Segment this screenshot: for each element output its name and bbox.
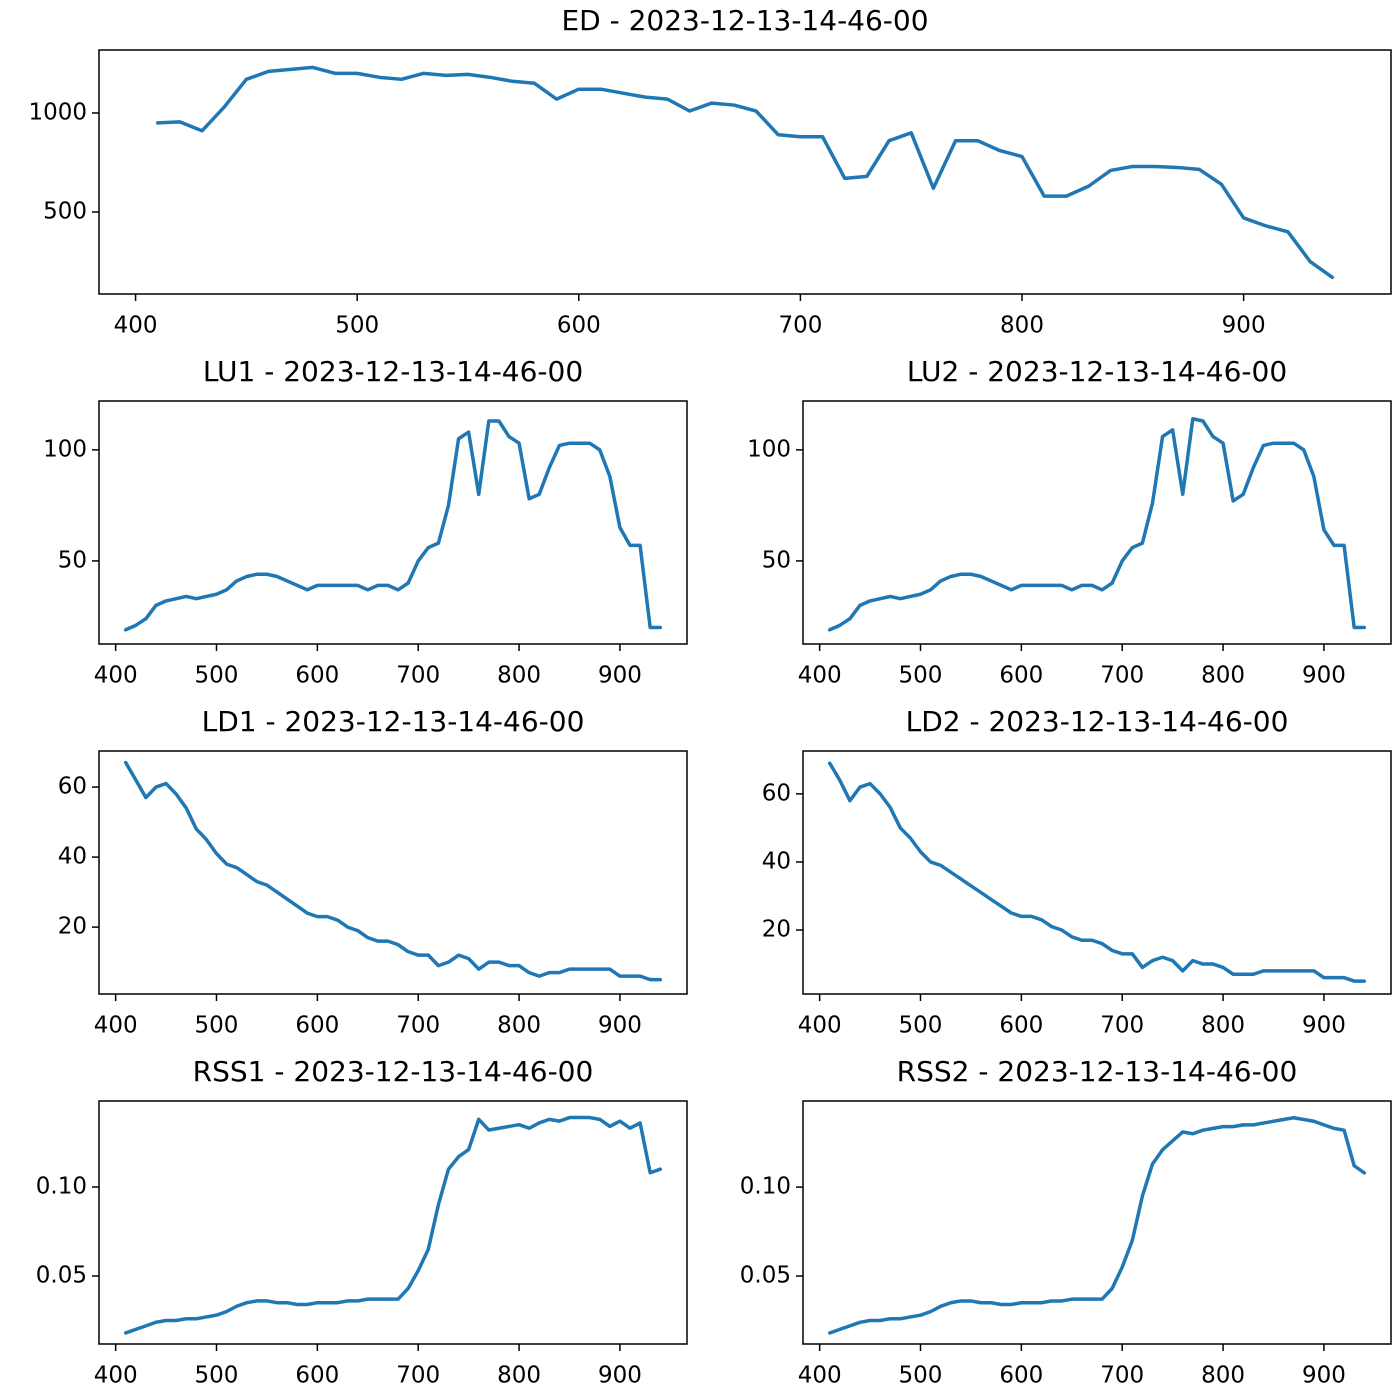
- x-tick-label: 700: [1100, 663, 1144, 689]
- x-tick-label: 600: [999, 663, 1043, 689]
- x-tick-label: 800: [1000, 313, 1044, 339]
- x-tick-label: 700: [396, 1013, 440, 1039]
- x-tick-label: 400: [94, 663, 138, 689]
- y-tick-label: 20: [762, 917, 791, 943]
- chart-title: LU1 - 2023-12-13-14-46-00: [203, 355, 583, 388]
- x-tick-label: 400: [94, 1013, 138, 1039]
- y-tick-label: 50: [58, 547, 87, 573]
- y-tick-label: 60: [58, 774, 87, 800]
- y-tick-label: 500: [43, 199, 87, 225]
- x-tick-label: 400: [798, 1013, 842, 1039]
- chart-title: LD2 - 2023-12-13-14-46-00: [906, 705, 1289, 738]
- x-tick-label: 600: [999, 1013, 1043, 1039]
- y-tick-label: 50: [762, 547, 791, 573]
- x-tick-label: 400: [798, 663, 842, 689]
- axes-frame: [98, 400, 688, 645]
- x-tick-label: 600: [295, 1013, 339, 1039]
- data-line: [123, 760, 663, 982]
- x-tick-label: 800: [1201, 1013, 1245, 1039]
- y-tick-label: 0.05: [36, 1262, 87, 1288]
- x-tick-label: 800: [497, 1363, 541, 1389]
- x-tick-label: 400: [798, 1363, 842, 1389]
- x-tick-label: 900: [598, 663, 642, 689]
- chart-title: LU2 - 2023-12-13-14-46-00: [907, 355, 1287, 388]
- data-line: [827, 1115, 1367, 1335]
- x-tick-label: 500: [195, 1013, 239, 1039]
- x-tick-label: 700: [778, 313, 822, 339]
- data-line: [123, 419, 663, 632]
- x-tick-label: 800: [1201, 663, 1245, 689]
- x-tick-label: 600: [999, 1363, 1043, 1389]
- y-tick-label: 100: [747, 436, 791, 462]
- x-tick-label: 600: [557, 313, 601, 339]
- x-tick-label: 900: [598, 1013, 642, 1039]
- chart-title: RSS2 - 2023-12-13-14-46-00: [897, 1055, 1298, 1088]
- axes-frame: [98, 49, 1392, 295]
- x-tick-label: 500: [335, 313, 379, 339]
- x-tick-label: 600: [295, 1363, 339, 1389]
- chart-title: LD1 - 2023-12-13-14-46-00: [202, 705, 585, 738]
- data-line: [155, 65, 1335, 280]
- y-tick-label: 60: [762, 780, 791, 806]
- y-tick-label: 0.05: [740, 1263, 791, 1289]
- y-tick-label: 40: [762, 848, 791, 874]
- x-tick-label: 700: [396, 663, 440, 689]
- x-tick-label: 500: [195, 1363, 239, 1389]
- data-line: [827, 761, 1367, 983]
- data-line: [123, 1115, 663, 1335]
- y-tick-label: 0.10: [740, 1174, 791, 1200]
- x-tick-label: 400: [94, 1363, 138, 1389]
- y-tick-label: 100: [43, 436, 87, 462]
- x-tick-label: 700: [1100, 1013, 1144, 1039]
- x-tick-label: 700: [1100, 1363, 1144, 1389]
- x-tick-label: 900: [1222, 313, 1266, 339]
- x-tick-label: 800: [497, 1013, 541, 1039]
- x-tick-label: 700: [396, 1363, 440, 1389]
- chart-title: ED - 2023-12-13-14-46-00: [561, 4, 928, 37]
- y-tick-label: 40: [58, 844, 87, 870]
- axes-frame: [98, 1100, 688, 1345]
- axes-frame: [802, 400, 1392, 645]
- x-tick-label: 800: [497, 663, 541, 689]
- axes-frame: [802, 750, 1392, 995]
- axes-frame: [802, 1100, 1392, 1345]
- x-tick-label: 900: [1302, 1363, 1346, 1389]
- x-tick-label: 500: [899, 663, 943, 689]
- data-line: [827, 417, 1367, 632]
- y-tick-label: 20: [58, 914, 87, 940]
- x-tick-label: 900: [1302, 1013, 1346, 1039]
- x-tick-label: 600: [295, 663, 339, 689]
- axes-frame: [98, 750, 688, 995]
- y-tick-label: 0.10: [36, 1173, 87, 1199]
- x-tick-label: 500: [899, 1013, 943, 1039]
- chart-title: RSS1 - 2023-12-13-14-46-00: [193, 1055, 594, 1088]
- x-tick-label: 400: [114, 313, 158, 339]
- x-tick-label: 500: [195, 663, 239, 689]
- x-tick-label: 800: [1201, 1363, 1245, 1389]
- x-tick-label: 900: [1302, 663, 1346, 689]
- x-tick-label: 900: [598, 1363, 642, 1389]
- y-tick-label: 1000: [28, 99, 87, 125]
- x-tick-label: 500: [899, 1363, 943, 1389]
